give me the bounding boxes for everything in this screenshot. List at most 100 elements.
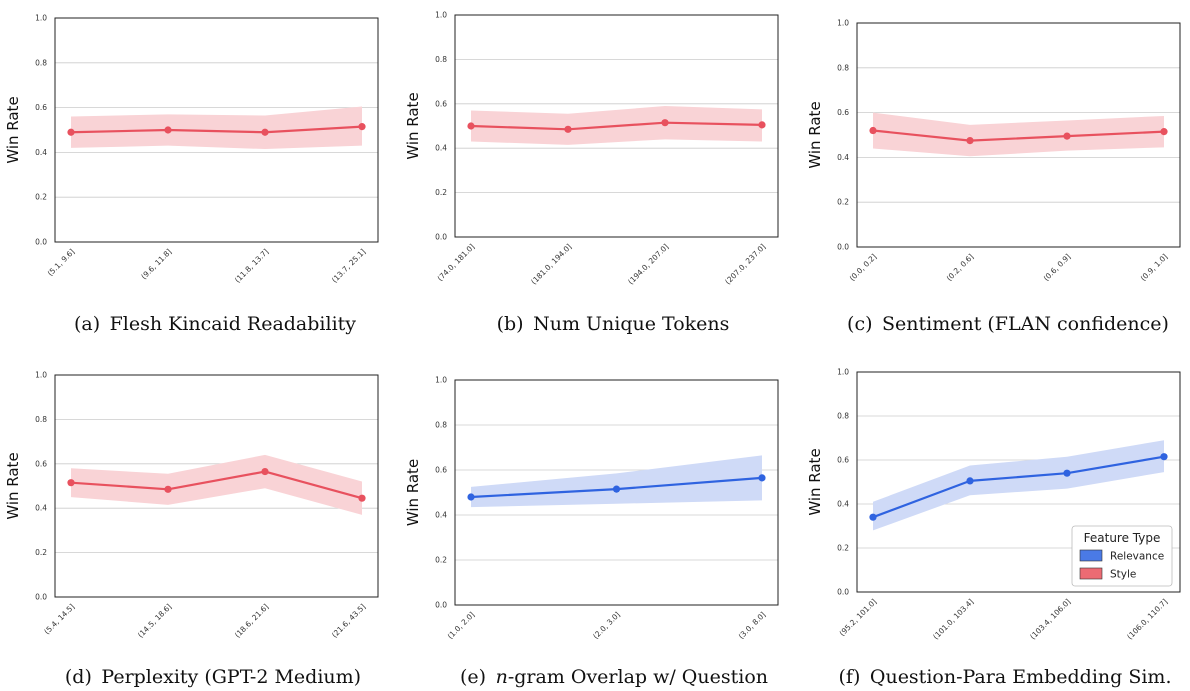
y-tick-label: 1.0 <box>35 14 47 23</box>
x-tick-label: (21.6, 43.5] <box>330 602 368 640</box>
subplot-d: 0.0 0.2 0.4 0.6 0.8 1.0 (5.4, 14.5] (14.5, 18.6… <box>4 371 379 688</box>
caption-text: Sentiment (FLAN confidence) <box>882 313 1169 335</box>
series-line <box>470 121 763 131</box>
y-tick-label: 0.0 <box>435 601 447 610</box>
y-tick-label: 0.6 <box>35 459 47 468</box>
x-tick-label: (1.0, 2.0] <box>446 610 477 641</box>
y-tick-label: 0.8 <box>837 412 849 421</box>
subplot-e: 0.0 0.2 0.4 0.6 0.8 1.0 (1.0, 2.0] (2.0, 3.0] (3… <box>404 376 779 688</box>
x-tick-label: (101.0, 103.4] <box>931 597 975 641</box>
subplot-caption: (b) Num Unique Tokens <box>497 313 730 335</box>
data-point <box>1063 469 1071 477</box>
caption-prefix: (a) <box>74 313 110 335</box>
y-tick-label: 1.0 <box>35 371 47 380</box>
data-point <box>612 485 621 493</box>
y-tick-label: 1.0 <box>435 376 447 385</box>
x-tick-label: (13.7, 25.1] <box>330 247 368 285</box>
series-line <box>872 455 1165 519</box>
x-tick-label: (5.4, 14.5] <box>42 602 76 636</box>
y-tick-label: 0.6 <box>435 466 447 475</box>
confidence-band <box>471 455 762 508</box>
x-tick-label: (0.2, 0.6] <box>945 252 976 283</box>
subplot-caption: (a) Flesh Kincaid Readability <box>74 313 356 335</box>
x-tick-label: (103.4, 106.0] <box>1028 597 1072 641</box>
caption-prefix: (c) <box>847 313 882 335</box>
data-point <box>358 494 366 502</box>
y-tick-label: 0.2 <box>435 188 447 197</box>
y-tick-label: 0.0 <box>435 233 447 242</box>
subplot-b: 0.0 0.2 0.4 0.6 0.8 1.0 (74.0, 181.0] (181.0, 1… <box>404 11 779 335</box>
y-tick-label: 0.0 <box>837 243 849 252</box>
data-point <box>467 122 475 130</box>
caption-prefix: (f) <box>839 666 870 688</box>
y-tick-label: 0.2 <box>435 556 447 565</box>
y-tick-label: 0.2 <box>837 198 849 207</box>
y-tick-label: 0.4 <box>837 153 849 162</box>
legend-swatch-relevance <box>1079 549 1103 562</box>
plot-frame <box>454 14 779 238</box>
y-tick-label: 0.4 <box>435 144 447 153</box>
y-tick-label: 0.0 <box>837 588 849 597</box>
x-tick-label: (9.6, 11.8] <box>139 247 173 281</box>
confidence-band <box>873 440 1164 531</box>
x-tick-label: (3.0, 8.0] <box>737 610 768 641</box>
data-point <box>67 128 75 136</box>
subplot-caption: (d) Perplexity (GPT-2 Medium) <box>65 666 361 688</box>
x-tick-label: (2.0, 3.0] <box>591 610 622 641</box>
data-point <box>758 474 766 482</box>
x-tick-label: (5.1, 9.6] <box>46 247 77 278</box>
subplot-caption: (c) Sentiment (FLAN confidence) <box>847 313 1169 335</box>
y-axis-label: Win Rate <box>404 92 422 159</box>
legend: Feature Type Relevance Style <box>1071 525 1173 587</box>
y-tick-label: 0.6 <box>435 99 447 108</box>
y-tick-label: 0.8 <box>35 415 47 424</box>
y-axis-label: Win Rate <box>4 96 22 163</box>
plot-frame <box>454 379 779 606</box>
plot-frame <box>54 374 379 598</box>
y-tick-label: 0.8 <box>435 55 447 64</box>
data-point <box>261 128 269 136</box>
confidence-band <box>873 112 1164 157</box>
confidence-band <box>71 454 362 515</box>
data-point <box>869 126 877 135</box>
data-point <box>661 119 669 127</box>
subplot-f: 0.0 0.2 0.4 0.6 0.8 1.0 (95.2, 101.0] (101.0, 1… <box>806 368 1181 688</box>
caption-text: Question-Para Embedding Sim. <box>870 666 1172 688</box>
x-tick-label: (18.6, 21.6] <box>233 602 271 640</box>
y-tick-label: 0.2 <box>35 548 47 557</box>
subplot-c: 0.0 0.2 0.4 0.6 0.8 1.0 (0.0, 0.2] (0.2, 0.6] (0… <box>806 19 1181 335</box>
x-tick-label: (181.0, 194.0] <box>529 242 573 286</box>
y-axis-label: Win Rate <box>4 452 22 519</box>
x-tick-label: (106.0, 110.7] <box>1125 597 1169 641</box>
data-point <box>966 477 974 485</box>
caption-text: -gram Overlap w/ Question <box>508 666 768 688</box>
subplot-caption: (f) Question-Para Embedding Sim. <box>839 666 1172 688</box>
x-tick-label: (0.9, 1.0] <box>1139 252 1170 283</box>
caption-italic: n <box>496 666 508 688</box>
legend-label-relevance: Relevance <box>1110 551 1164 563</box>
series-line <box>872 129 1165 142</box>
data-point <box>1063 132 1071 140</box>
data-point <box>758 121 766 129</box>
x-tick-label: (11.8, 13.7] <box>233 247 271 285</box>
y-tick-label: 0.8 <box>837 63 849 72</box>
y-axis-label: Win Rate <box>806 101 824 168</box>
legend-swatch-style <box>1079 567 1103 580</box>
caption-text: Num Unique Tokens <box>533 313 729 335</box>
y-tick-label: 0.6 <box>837 108 849 117</box>
x-tick-label: (74.0, 181.0] <box>436 242 477 283</box>
x-tick-label: (0.6, 0.9] <box>1042 252 1073 283</box>
y-tick-label: 0.4 <box>35 148 47 157</box>
subplot-a: 0.0 0.2 0.4 0.6 0.8 1.0 (5.1, 9.6] (9.6, 11.8] (… <box>4 14 379 335</box>
y-tick-label: 0.2 <box>35 193 47 202</box>
legend-label-style: Style <box>1110 569 1136 581</box>
subplot-caption: (e) n-gram Overlap w/ Question <box>460 666 768 688</box>
caption-prefix: (d) <box>65 666 102 688</box>
y-tick-label: 0.8 <box>35 58 47 67</box>
y-tick-label: 0.6 <box>837 456 849 465</box>
caption-text: Flesh Kincaid Readability <box>110 313 357 335</box>
data-point <box>67 479 75 487</box>
y-tick-label: 1.0 <box>837 19 849 28</box>
confidence-band <box>71 106 362 150</box>
